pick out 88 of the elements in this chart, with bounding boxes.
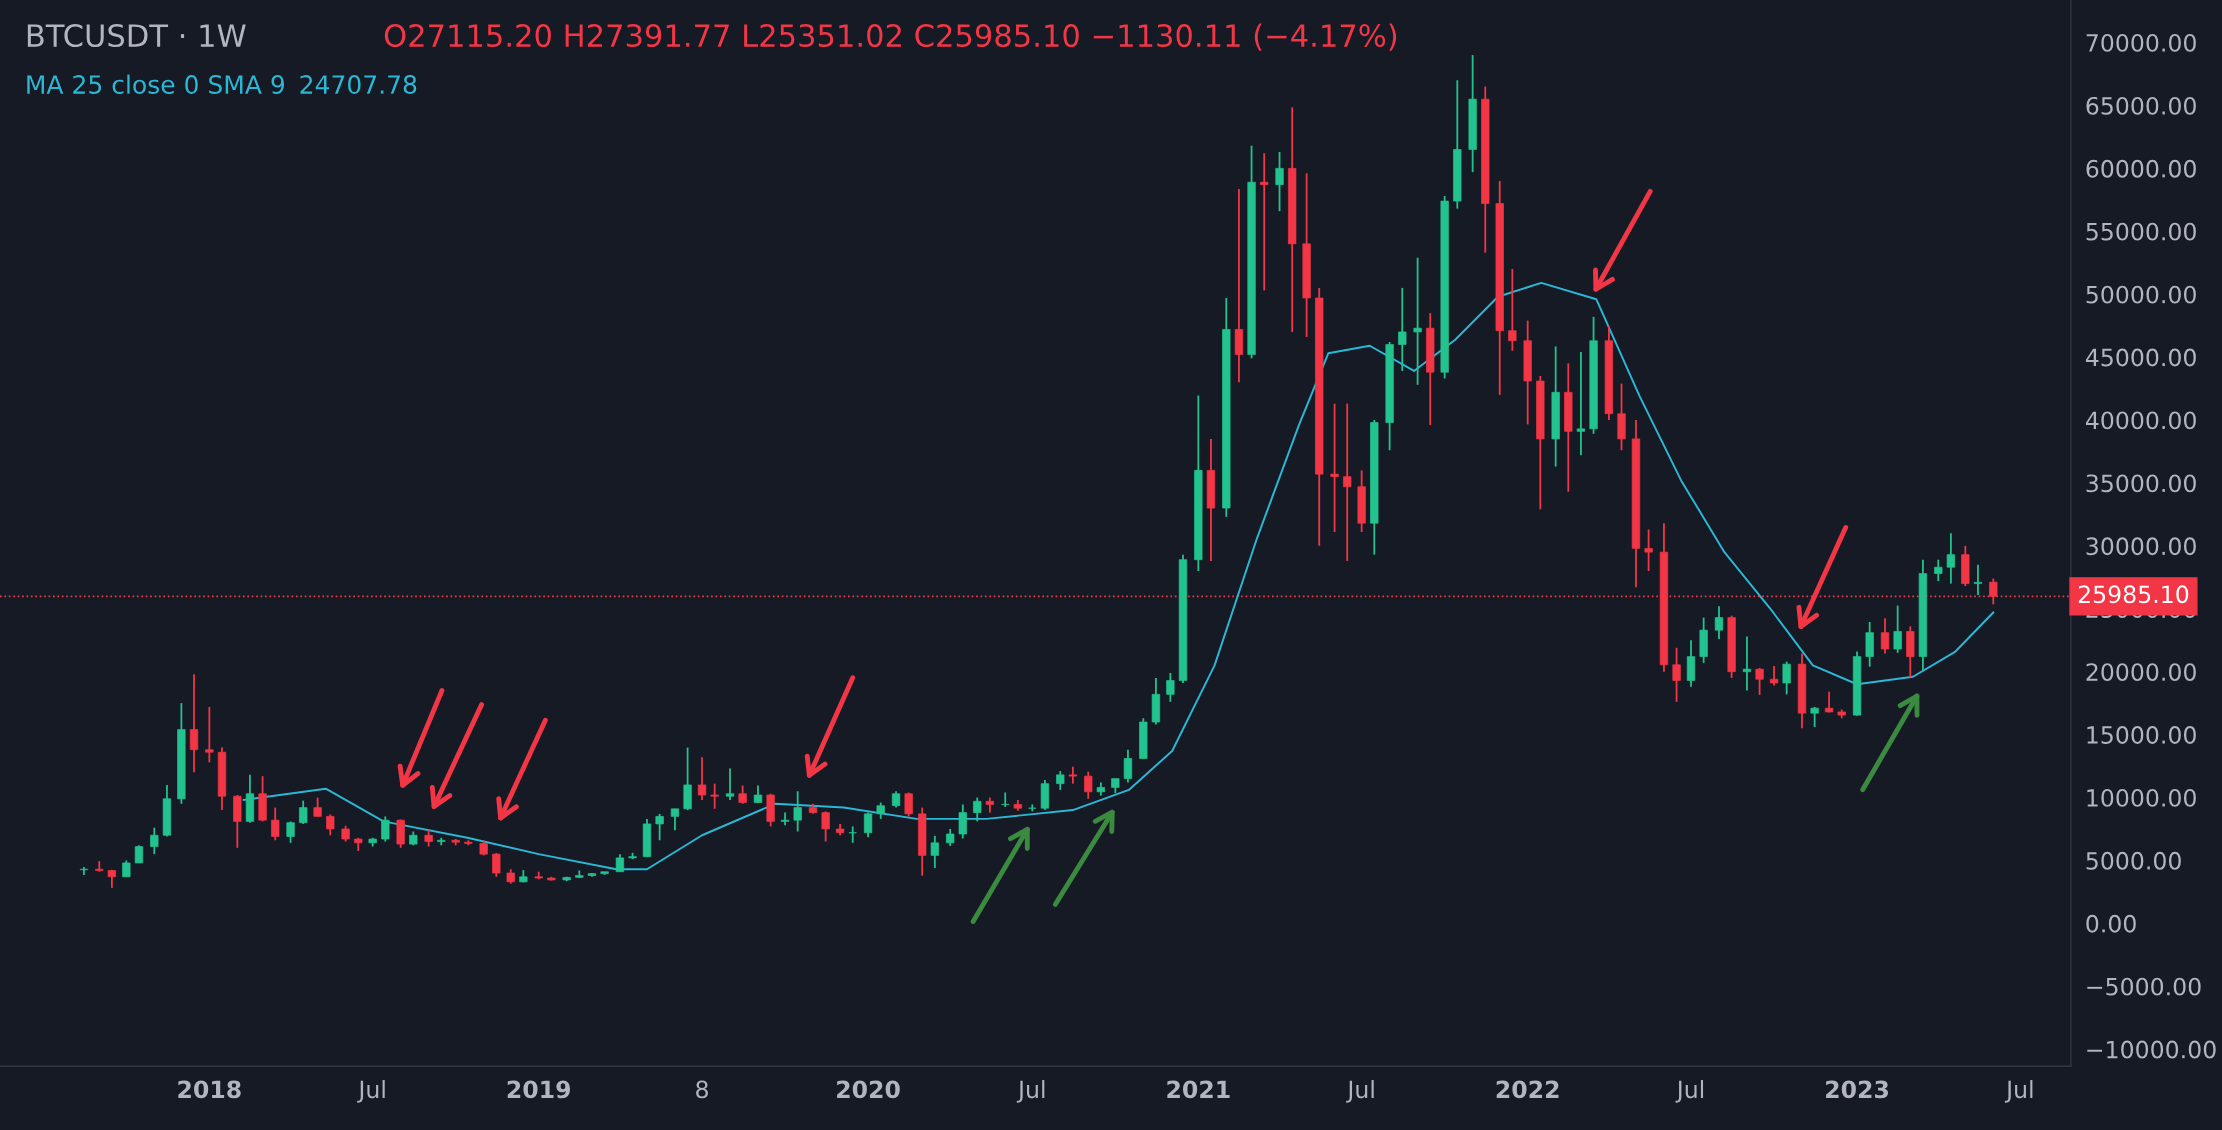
y-tick-label: 65000.00 xyxy=(2086,96,2196,115)
candlestick xyxy=(1755,666,1764,696)
x-tick-label: Jul xyxy=(1675,1080,1704,1103)
candlestick xyxy=(1880,617,1890,655)
candlestick xyxy=(1769,665,1779,687)
candlestick xyxy=(738,784,747,805)
candlestick xyxy=(79,866,89,876)
candlestick xyxy=(189,673,199,774)
candlestick xyxy=(655,812,664,842)
candlestick xyxy=(930,834,939,869)
x-tick-label: 2023 xyxy=(1826,1080,1889,1099)
candlestick xyxy=(683,746,692,811)
y-tick-label: 60000.00 xyxy=(2086,159,2196,178)
candlestick xyxy=(725,767,735,801)
candlestick xyxy=(793,790,802,833)
candlestick xyxy=(1934,558,1943,582)
text: MA 25 close 0 SMA 9 xyxy=(27,74,285,94)
candlestick xyxy=(286,820,295,844)
x-tick-label: 2022 xyxy=(1496,1080,1559,1099)
x-tick-label: Jul xyxy=(1016,1080,1045,1103)
candlestick xyxy=(1413,256,1422,386)
candlestick xyxy=(1946,532,1956,585)
annotation: 24707.78 xyxy=(300,75,417,94)
candlestick xyxy=(1056,770,1065,791)
y-tick-label: 15000.00 xyxy=(2087,726,2196,744)
candlestick xyxy=(1260,152,1269,292)
y-tick-label: 0.00 xyxy=(2086,914,2136,933)
y-tick-label: −10000.00 xyxy=(2087,1040,2216,1059)
ref-line-label: 25985.10 xyxy=(2078,585,2189,604)
x-tick-label: 2020 xyxy=(837,1080,900,1099)
x-tick-label: 2018 xyxy=(178,1080,241,1099)
candlestick xyxy=(150,826,159,856)
candlestick xyxy=(863,811,873,839)
x-tick-label: Jul xyxy=(357,1080,385,1103)
candlestick xyxy=(313,796,322,818)
candlestick xyxy=(396,818,405,849)
candlestick xyxy=(958,803,967,840)
x-tick-label: 2021 xyxy=(1167,1080,1230,1099)
candlestick xyxy=(1973,563,1983,596)
y-tick-label: 55000.00 xyxy=(2086,222,2196,241)
candlestick xyxy=(299,799,308,825)
candlestick xyxy=(205,706,214,764)
y-tick-label: 35000.00 xyxy=(2086,474,2196,493)
candlestick xyxy=(1742,635,1752,692)
candlestick xyxy=(1824,690,1834,714)
candlestick xyxy=(381,815,390,843)
candlestick xyxy=(1672,646,1681,703)
candlestick xyxy=(1810,706,1819,728)
candlestick xyxy=(1068,765,1078,785)
candlestick xyxy=(1275,151,1284,213)
x-tick-label: Jul xyxy=(1346,1080,1374,1103)
candlestick xyxy=(1330,402,1339,533)
candlestick xyxy=(95,860,104,873)
text: O27115.20 H27391.77 L25351.02 C25985.10 −1130.11 (−4.17%) xyxy=(384,23,1397,51)
x-tick-label: Jul xyxy=(2004,1080,2033,1103)
y-tick-label: 70000.00 xyxy=(2086,33,2196,52)
candlestick xyxy=(697,756,707,801)
candlestick xyxy=(1782,660,1791,696)
candlestick xyxy=(710,782,719,810)
candlestick xyxy=(670,807,680,832)
candlestick xyxy=(1084,770,1093,800)
y-tick-label: 45000.00 xyxy=(2085,348,2196,367)
y-tick-label: 50000.00 xyxy=(2086,285,2196,304)
y-tick-label: −5000.00 xyxy=(2087,977,2201,996)
candlestick xyxy=(1644,528,1653,572)
y-tick-label: 5000.00 xyxy=(2086,851,2181,870)
candlestick xyxy=(1893,604,1902,654)
candlestick xyxy=(1508,268,1517,352)
y-tick-label: 40000.00 xyxy=(2085,411,2196,430)
y-tick-label: 20000.00 xyxy=(2086,663,2196,681)
y-tick-label: 30000.00 xyxy=(2086,537,2196,556)
candlestick xyxy=(904,791,913,818)
x-tick-label: 8 xyxy=(696,1080,708,1099)
candlestick xyxy=(1686,639,1696,688)
candlestick xyxy=(1714,605,1724,640)
candlestick xyxy=(1343,402,1352,562)
candlestick xyxy=(1576,351,1586,457)
y-tick-label: 10000.00 xyxy=(2087,788,2196,807)
candlestick xyxy=(1166,672,1175,703)
candlestick xyxy=(1865,621,1874,668)
candlestick xyxy=(1123,748,1133,784)
candlestick xyxy=(973,796,982,823)
candlestick xyxy=(1398,286,1407,372)
text: BTCUSDT · 1W xyxy=(27,23,246,48)
candlestick xyxy=(821,810,830,843)
x-tick-label: 2019 xyxy=(507,1080,571,1099)
candlestick xyxy=(271,806,280,842)
candlestick xyxy=(326,813,335,837)
